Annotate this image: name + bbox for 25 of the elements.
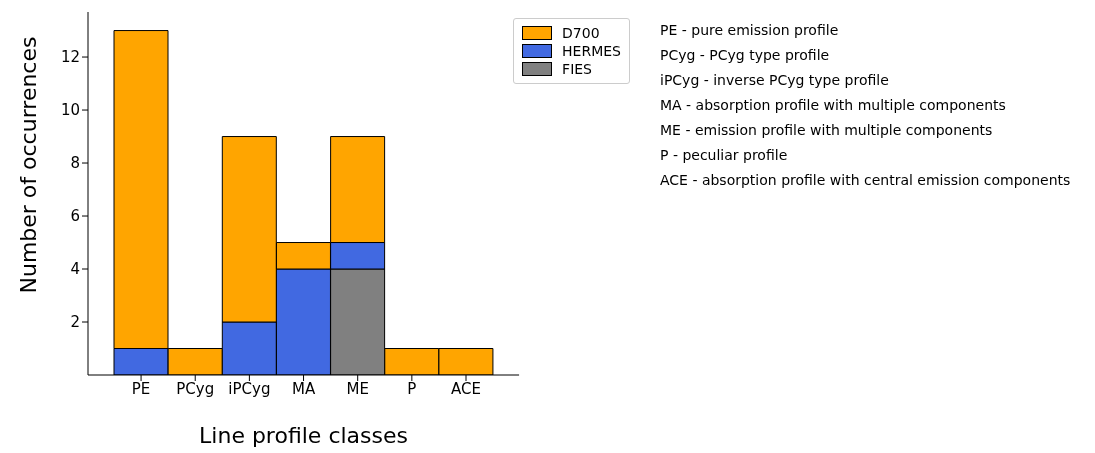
legend-label: FIES [562, 61, 592, 77]
legend-label: D700 [562, 25, 600, 41]
x-tick-label: PCyg [176, 379, 215, 398]
text: iPCyg - inverse PCyg type profile [660, 71, 890, 90]
text: ME - emission profile with multiple components [660, 121, 994, 140]
x-tick-label: P [407, 379, 417, 398]
text: MA - absorption profile with multiple components [660, 96, 1007, 115]
x-axis-title: Line profile classes [199, 423, 409, 448]
x-tick-label: ME [346, 379, 369, 398]
x-tick-label: PE [131, 379, 151, 398]
y-tick-label: 2 [70, 313, 80, 332]
x-tick-label: ACE [451, 379, 481, 398]
y-axis-title: Number of occurrences [15, 36, 41, 294]
y-tick-label: 8 [70, 154, 80, 173]
text: P - peculiar profile [660, 146, 789, 165]
x-tick-label: iPCyg [228, 379, 271, 398]
text: PE - pure emission profile [660, 21, 840, 40]
y-tick-label: 12 [60, 48, 80, 67]
text: ACE - absorption profile with central emission components [660, 171, 1071, 190]
legend-label: HERMES [562, 43, 621, 59]
x-tick-label: MA [291, 379, 316, 398]
y-tick-label: 10 [60, 101, 80, 120]
y-tick-label: 4 [70, 260, 80, 279]
y-tick-label: 6 [70, 207, 80, 226]
text: PCyg - PCyg type profile [660, 46, 831, 65]
